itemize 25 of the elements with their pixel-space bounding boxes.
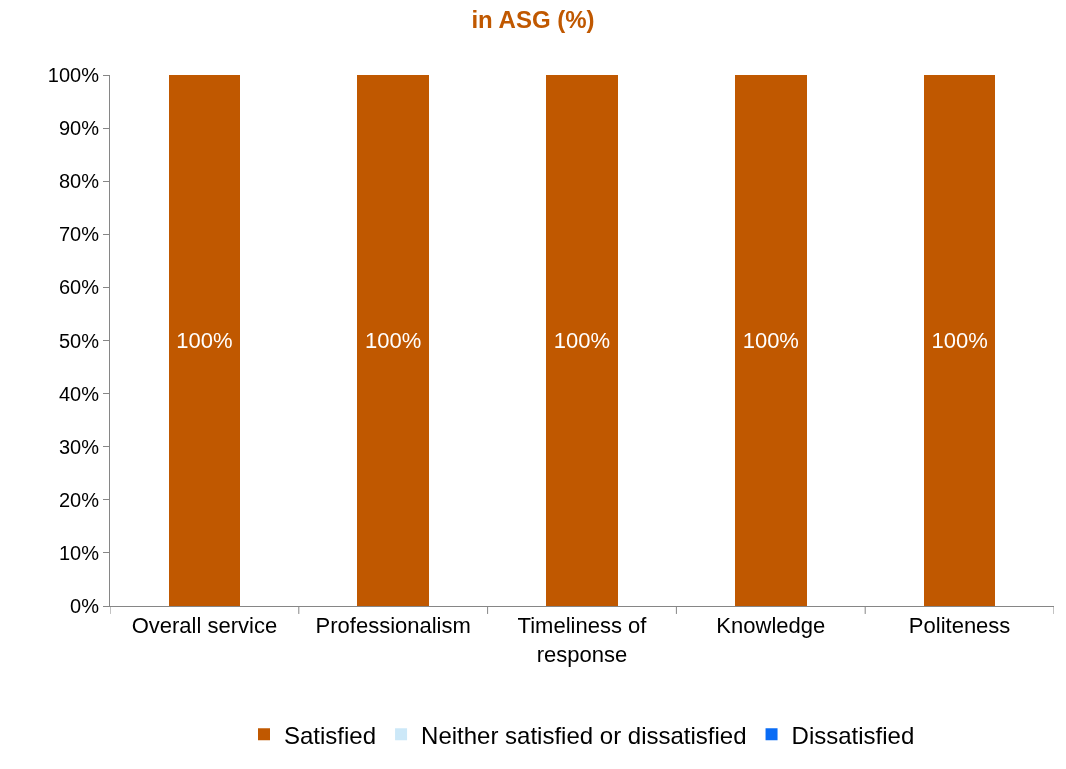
x-tick-label: Politeness [908,613,1011,639]
legend-label: Satisfied [284,721,377,749]
x-tick-label: Timeliness of response [517,613,648,667]
data-label: 100% [553,328,611,353]
y-tick-label: 80% [58,170,100,193]
y-tick-label: 30% [58,435,100,458]
legend-label: Dissatisfied [791,721,915,749]
chart-title: in ASG (%) [471,6,595,34]
x-tick-label: Knowledge [716,613,826,639]
y-tick-label: 90% [58,117,100,140]
x-tick-label: Overall service [131,613,278,639]
y-tick-label: 70% [58,223,100,246]
y-tick-label: 100% [47,64,100,86]
y-tick-label: 20% [58,488,100,511]
y-tick-label: 50% [58,329,100,352]
data-label: 100% [365,328,422,353]
data-label: 100% [176,328,233,353]
legend-label: Neither satisfied or dissatisfied [421,721,747,749]
data-label: 100% [742,328,799,353]
y-tick-label: 40% [58,382,100,405]
y-tick-label: 60% [58,276,100,299]
y-tick-label: 0% [70,595,100,617]
y-tick-label: 10% [58,541,100,564]
data-label: 100% [931,328,988,353]
x-tick-label: Professionalism [315,613,471,639]
